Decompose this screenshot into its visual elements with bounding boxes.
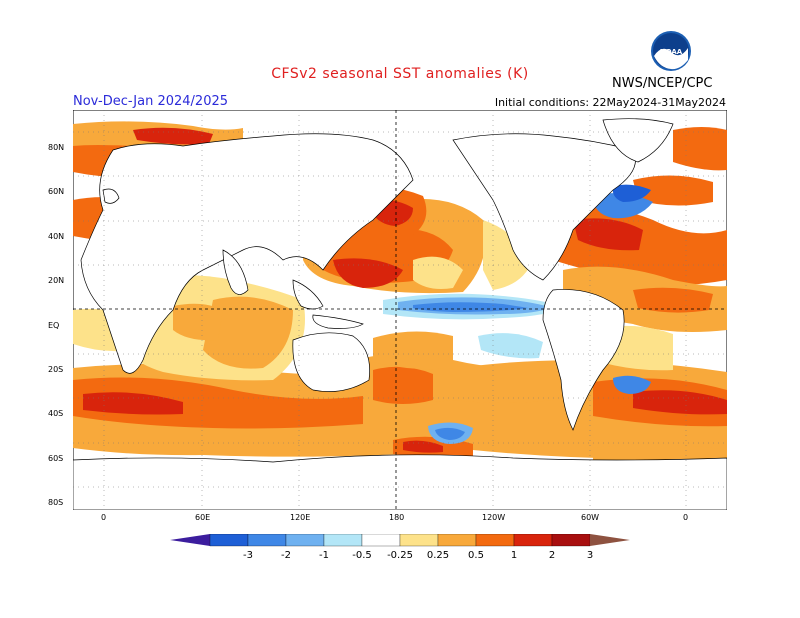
initial-conditions: Initial conditions: 22May2024-31May2024 [494, 96, 726, 109]
lon-label-60w: 60W [581, 513, 600, 522]
colorbar-cell [399, 533, 439, 547]
graticule [73, 110, 727, 510]
colorbar-cell [437, 533, 477, 547]
noaa-logo: NOAA [650, 30, 692, 72]
colorbar: -3 -2 -1 -0.5 -0.25 0.25 0.5 1 2 3 [170, 533, 630, 564]
forecast-period: Nov-Dec-Jan 2024/2025 [73, 94, 229, 109]
lat-label-40s: 40S [48, 409, 64, 419]
lon-label-0: 0 [101, 513, 107, 522]
colorbar-label: 3 [587, 550, 593, 561]
colorbar-label: -0.25 [387, 550, 413, 561]
colorbar-label: -2 [281, 550, 291, 561]
colorbar-label: 2 [549, 550, 555, 561]
colorbar-cell [513, 533, 553, 547]
colorbar-label: -1 [319, 550, 329, 561]
lat-label-80s: 80S [48, 498, 64, 508]
colorbar-arrow-low [170, 534, 210, 546]
lat-label-20s: 20S [48, 365, 64, 375]
lon-label-60e: 60E [195, 513, 211, 522]
sst-anomaly-map: 80N 60N 40N 20N EQ 20S 40S 60S 80S [55, 109, 728, 511]
map-title: CFSv2 seasonal SST anomalies (K) [271, 66, 529, 82]
colorbar-label: 0.25 [427, 550, 449, 561]
colorbar-cell [247, 533, 287, 547]
colorbar-label: -0.5 [352, 550, 372, 561]
lat-label-80n: 80N [48, 143, 65, 152]
lon-label-0-east: 0 [683, 513, 689, 522]
colorbar-cell [209, 533, 249, 547]
colorbar-label: 1 [511, 550, 517, 561]
colorbar-cell [475, 533, 515, 547]
lat-label-eq: EQ [48, 320, 60, 330]
lat-label-60n: 60N [48, 187, 65, 197]
colorbar-cell [285, 533, 325, 547]
colorbar-cell [323, 533, 363, 547]
colorbar-label: 0.5 [468, 550, 484, 561]
lat-label-40n: 40N [48, 231, 65, 241]
logo-text: NOAA [660, 48, 683, 56]
lon-label-180: 180 [389, 513, 405, 522]
colorbar-cell [551, 533, 591, 547]
agency-label: NWS/NCEP/CPC [612, 76, 713, 91]
colorbar-arrow-high [590, 534, 630, 546]
lat-label-20n: 20N [48, 276, 65, 286]
lon-axis: 0 60E 120E 180 120W 60W 0 [73, 513, 727, 525]
lon-label-120e: 120E [290, 513, 311, 522]
colorbar-label: -3 [243, 550, 253, 561]
lat-label-60s: 60S [48, 453, 64, 463]
lon-label-120w: 120W [482, 513, 506, 522]
lat-axis: 80N 60N 40N 20N EQ 20S 40S 60S 80S [48, 126, 72, 526]
colorbar-cell [361, 533, 401, 547]
